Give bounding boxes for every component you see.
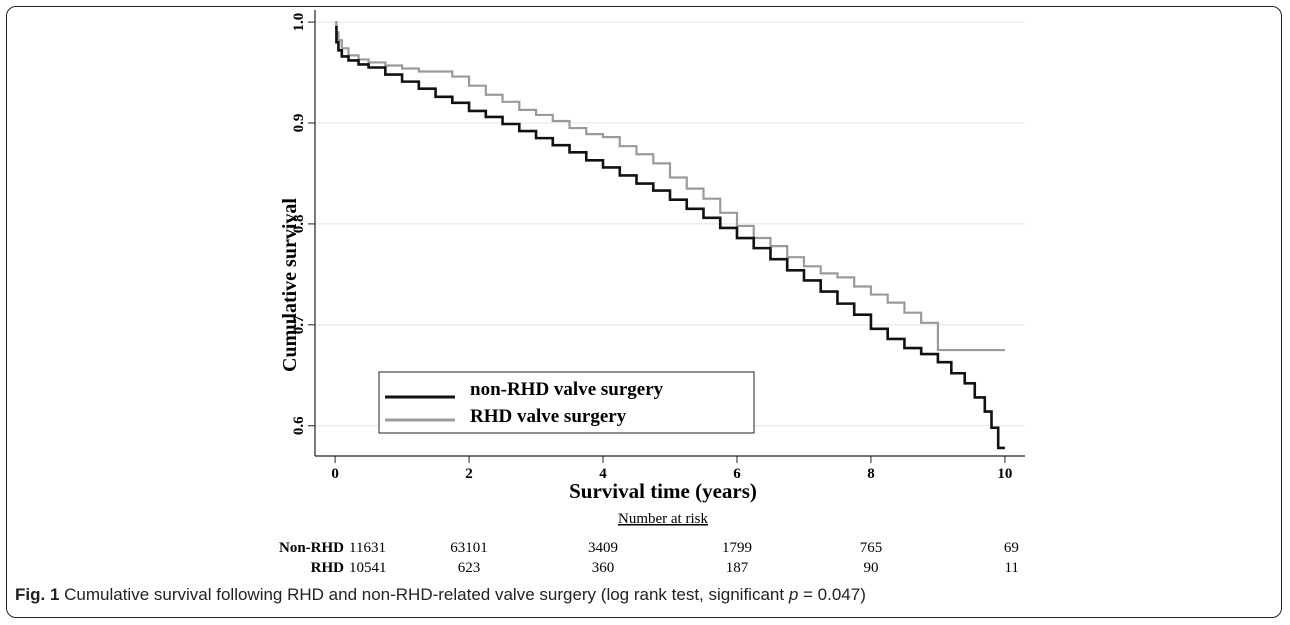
y-tick-label: 0.9	[291, 114, 307, 133]
y-tick-label: 0.6	[291, 416, 307, 435]
survival-curves	[335, 20, 1005, 450]
x-tick-label: 0	[331, 466, 339, 482]
legend-box	[378, 371, 755, 434]
x-tick-label: 8	[867, 466, 875, 482]
x-tick-label: 6	[733, 466, 741, 482]
y-axis-ticks: 0.6 0.7 0.8 0.9 1.0	[291, 13, 315, 435]
y-tick-label: 0.8	[291, 215, 307, 234]
figure-caption: Fig. 1 Cumulative survival following RHD…	[15, 585, 1275, 605]
risk-cell: 3409	[588, 540, 618, 556]
risk-row-label: Non-RHD	[279, 540, 344, 556]
risk-cell: 765	[860, 540, 883, 556]
y-axis-label: Cumulative survival	[279, 198, 301, 372]
caption-text: Cumulative survival following RHD and no…	[59, 585, 789, 604]
risk-table-title: Number at risk	[618, 511, 708, 527]
legend: non-RHD valve surgery RHD valve surgery	[378, 371, 755, 434]
x-tick-label: 10	[997, 466, 1012, 482]
risk-table: Number at risk Non-RHD 11631 63101 3409 1799…	[279, 511, 1019, 576]
grid-lines	[315, 21, 1025, 427]
y-tick-label: 1.0	[291, 13, 307, 32]
x-axis-ticks: 0 2 4 6 8 10	[331, 456, 1012, 482]
legend-label-rhd: RHD valve surgery	[470, 406, 627, 427]
risk-cell: 10541	[349, 560, 387, 576]
legend-label-non-rhd: non-RHD valve surgery	[470, 379, 664, 400]
figure-frame	[6, 6, 1282, 618]
risk-cell: 63101	[450, 540, 488, 556]
figure-label: Fig. 1	[15, 585, 60, 604]
risk-cell: 360	[592, 560, 615, 576]
curve-rhd	[335, 20, 1005, 352]
risk-cell: 11631	[349, 540, 386, 556]
y-tick-label: 0.7	[291, 315, 307, 334]
risk-cell: 623	[458, 560, 481, 576]
risk-cell: 69	[1004, 540, 1019, 556]
risk-cell: 11	[1004, 560, 1018, 576]
curve-non-rhd	[335, 25, 1005, 450]
risk-row-label: RHD	[311, 560, 345, 576]
risk-cell: 1799	[722, 540, 752, 556]
axes	[314, 10, 1025, 457]
x-axis-label: Survival time (years)	[569, 479, 757, 503]
p-symbol: p	[788, 585, 799, 604]
caption-p-value: = 0.047)	[798, 585, 866, 604]
risk-cell: 187	[726, 560, 749, 576]
risk-cell: 90	[863, 560, 878, 576]
x-tick-label: 4	[599, 466, 607, 482]
x-tick-label: 2	[465, 466, 473, 482]
